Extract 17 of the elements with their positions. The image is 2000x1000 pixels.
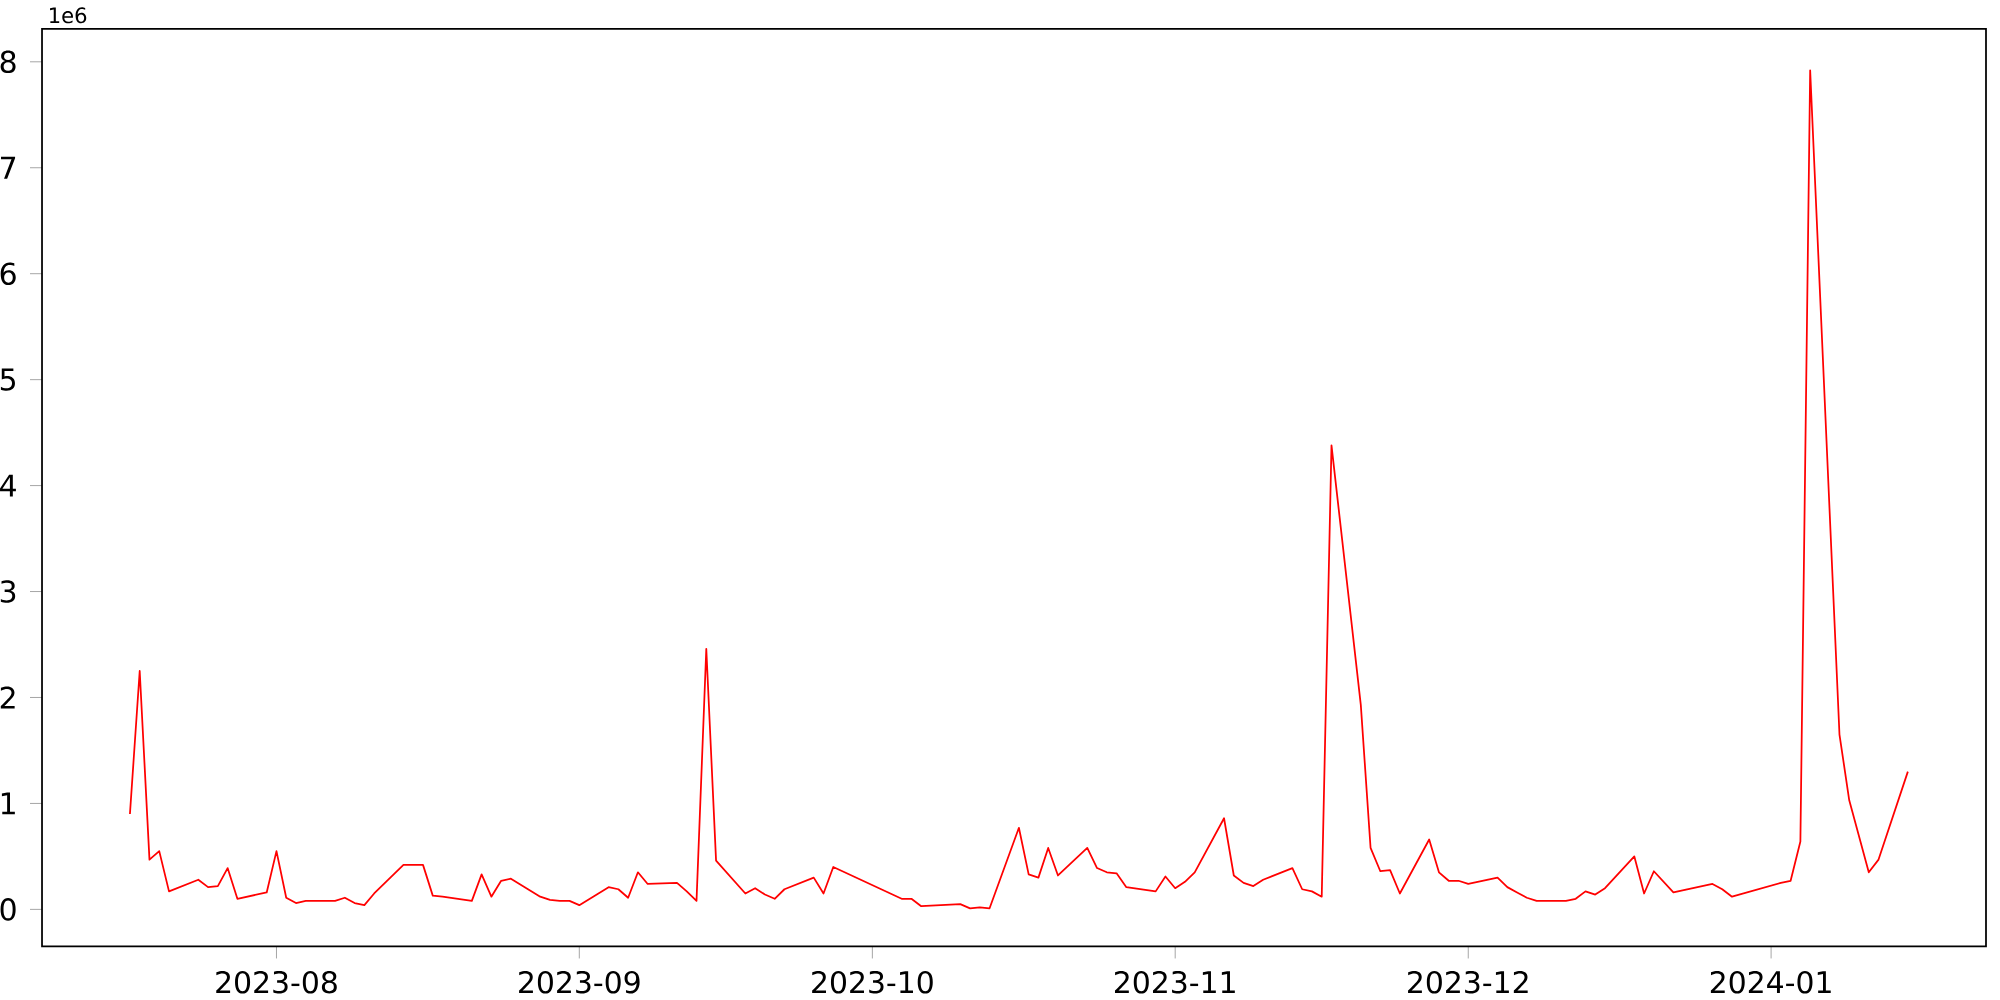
y-tick-label: 5	[0, 368, 15, 391]
y-tick-label: 7	[1, 156, 16, 179]
text: 1e6	[50, 7, 87, 24]
y-tick-label: 6	[0, 262, 16, 286]
y-tick-label: 1	[1, 792, 15, 815]
y-tick-label: 2	[0, 686, 15, 709]
x-tick-label: 2023-10	[812, 970, 933, 994]
y-tick-label: 4	[0, 474, 16, 497]
y-tick-label: 8	[0, 50, 16, 74]
y-tick-label: 0	[0, 898, 16, 921]
x-tick-label: 2023-11	[1114, 970, 1235, 994]
x-tick-label: 2023-09	[519, 970, 640, 994]
x-tick-label: 2023-12	[1408, 970, 1528, 994]
line-series	[129, 69, 1909, 910]
y-tick-label: 3	[0, 580, 16, 603]
x-tick-label: 2023-08	[216, 970, 337, 994]
x-tick-label: 2024-01	[1710, 970, 1831, 994]
